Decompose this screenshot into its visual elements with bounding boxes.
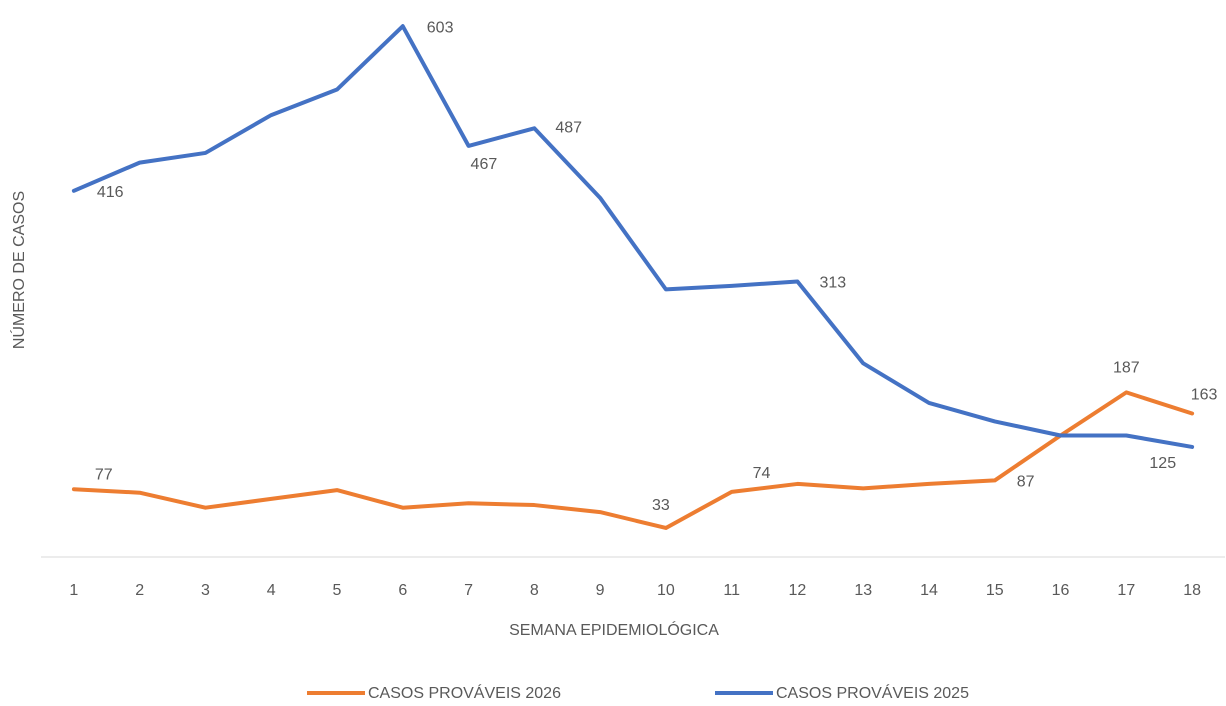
x-tick-label: 2 bbox=[135, 582, 144, 599]
x-tick-label: 1 bbox=[69, 582, 78, 599]
x-tick-label: 14 bbox=[920, 582, 938, 599]
x-tick-label: 13 bbox=[854, 582, 872, 599]
x-tick-label: 17 bbox=[1117, 582, 1135, 599]
x-tick-label: 3 bbox=[201, 582, 210, 599]
data-label: 467 bbox=[471, 156, 498, 173]
x-tick-label: 6 bbox=[398, 582, 407, 599]
x-tick-label: 5 bbox=[333, 582, 342, 599]
x-tick-label: 12 bbox=[789, 582, 807, 599]
data-label: 603 bbox=[427, 19, 454, 36]
x-tick-label: 4 bbox=[267, 582, 276, 599]
data-label: 187 bbox=[1113, 360, 1140, 377]
series-line bbox=[71, 24, 1195, 449]
legend-label: CASOS PROVÁVEIS 2025 bbox=[776, 683, 969, 702]
series-line bbox=[71, 390, 1195, 530]
x-tick-label: 7 bbox=[464, 582, 473, 599]
x-tick-label: 8 bbox=[530, 582, 539, 599]
x-tick-label: 10 bbox=[657, 582, 675, 599]
x-tick-label: 15 bbox=[986, 582, 1004, 599]
data-label: 87 bbox=[1017, 474, 1035, 491]
data-label: 163 bbox=[1191, 387, 1218, 404]
x-tick-label: 16 bbox=[1052, 582, 1070, 599]
data-label: 74 bbox=[753, 465, 771, 482]
data-label: 313 bbox=[819, 275, 846, 292]
data-label: 416 bbox=[97, 184, 124, 201]
x-tick-label: 9 bbox=[596, 582, 605, 599]
x-axis-title: SEMANA EPIDEMIOLÓGICA bbox=[509, 620, 719, 639]
data-label: 487 bbox=[555, 119, 582, 136]
data-label: 125 bbox=[1149, 455, 1176, 472]
y-axis-title: NÚMERO DE CASOS bbox=[9, 191, 28, 349]
x-tick-label: 18 bbox=[1183, 582, 1201, 599]
data-label: 77 bbox=[95, 466, 113, 483]
data-label: 33 bbox=[652, 497, 670, 514]
x-tick-label: 11 bbox=[723, 582, 740, 599]
legend-label: CASOS PROVÁVEIS 2026 bbox=[368, 683, 561, 702]
